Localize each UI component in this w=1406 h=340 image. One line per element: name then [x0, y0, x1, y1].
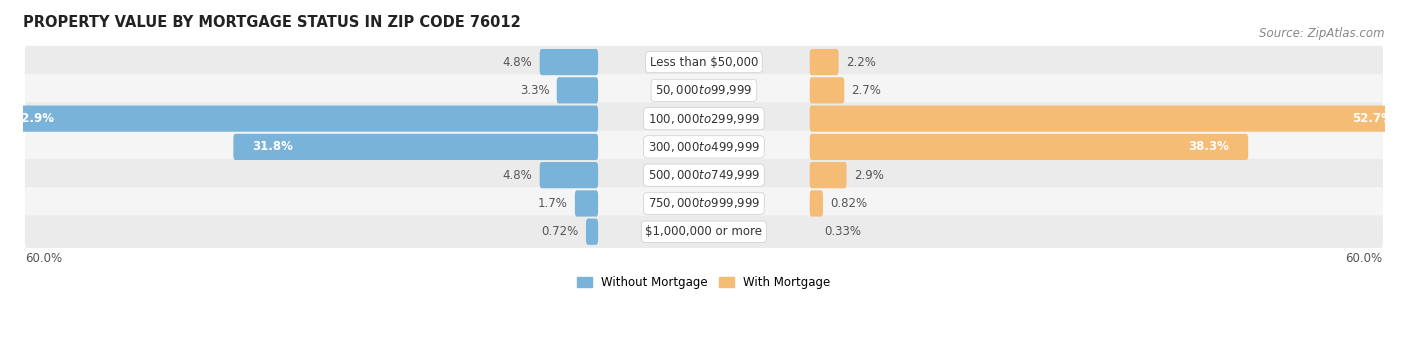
Text: $100,000 to $299,999: $100,000 to $299,999 — [648, 112, 761, 125]
Text: $750,000 to $999,999: $750,000 to $999,999 — [648, 197, 761, 210]
FancyBboxPatch shape — [810, 162, 846, 188]
FancyBboxPatch shape — [810, 134, 1249, 160]
Text: 52.9%: 52.9% — [13, 112, 53, 125]
Text: PROPERTY VALUE BY MORTGAGE STATUS IN ZIP CODE 76012: PROPERTY VALUE BY MORTGAGE STATUS IN ZIP… — [22, 15, 520, 30]
FancyBboxPatch shape — [0, 105, 598, 132]
FancyBboxPatch shape — [575, 190, 598, 217]
Text: 38.3%: 38.3% — [1188, 140, 1229, 153]
Text: 3.3%: 3.3% — [520, 84, 550, 97]
FancyBboxPatch shape — [25, 102, 1384, 135]
FancyBboxPatch shape — [810, 77, 844, 103]
Legend: Without Mortgage, With Mortgage: Without Mortgage, With Mortgage — [572, 271, 835, 294]
Text: 2.2%: 2.2% — [846, 56, 876, 69]
FancyBboxPatch shape — [810, 49, 838, 75]
FancyBboxPatch shape — [25, 187, 1384, 220]
FancyBboxPatch shape — [810, 190, 823, 217]
FancyBboxPatch shape — [25, 74, 1384, 107]
Text: 0.82%: 0.82% — [830, 197, 868, 210]
Text: $300,000 to $499,999: $300,000 to $499,999 — [648, 140, 761, 154]
FancyBboxPatch shape — [25, 46, 1384, 78]
Text: $50,000 to $99,999: $50,000 to $99,999 — [655, 83, 752, 97]
Text: Source: ZipAtlas.com: Source: ZipAtlas.com — [1260, 27, 1385, 40]
Text: 31.8%: 31.8% — [252, 140, 294, 153]
Text: 4.8%: 4.8% — [503, 169, 533, 182]
Text: 4.8%: 4.8% — [503, 56, 533, 69]
FancyBboxPatch shape — [25, 216, 1384, 248]
Text: 1.7%: 1.7% — [538, 197, 568, 210]
FancyBboxPatch shape — [586, 219, 598, 245]
FancyBboxPatch shape — [233, 134, 598, 160]
Text: 60.0%: 60.0% — [1346, 252, 1382, 265]
FancyBboxPatch shape — [540, 49, 598, 75]
FancyBboxPatch shape — [810, 105, 1406, 132]
Text: $500,000 to $749,999: $500,000 to $749,999 — [648, 168, 761, 182]
FancyBboxPatch shape — [25, 131, 1384, 163]
Text: 52.7%: 52.7% — [1351, 112, 1392, 125]
Text: 2.9%: 2.9% — [853, 169, 883, 182]
FancyBboxPatch shape — [540, 162, 598, 188]
Text: Less than $50,000: Less than $50,000 — [650, 56, 758, 69]
Text: 60.0%: 60.0% — [25, 252, 62, 265]
FancyBboxPatch shape — [557, 77, 598, 103]
Text: 0.33%: 0.33% — [824, 225, 862, 238]
FancyBboxPatch shape — [25, 159, 1384, 191]
Text: 2.7%: 2.7% — [852, 84, 882, 97]
Text: $1,000,000 or more: $1,000,000 or more — [645, 225, 762, 238]
Text: 0.72%: 0.72% — [541, 225, 579, 238]
